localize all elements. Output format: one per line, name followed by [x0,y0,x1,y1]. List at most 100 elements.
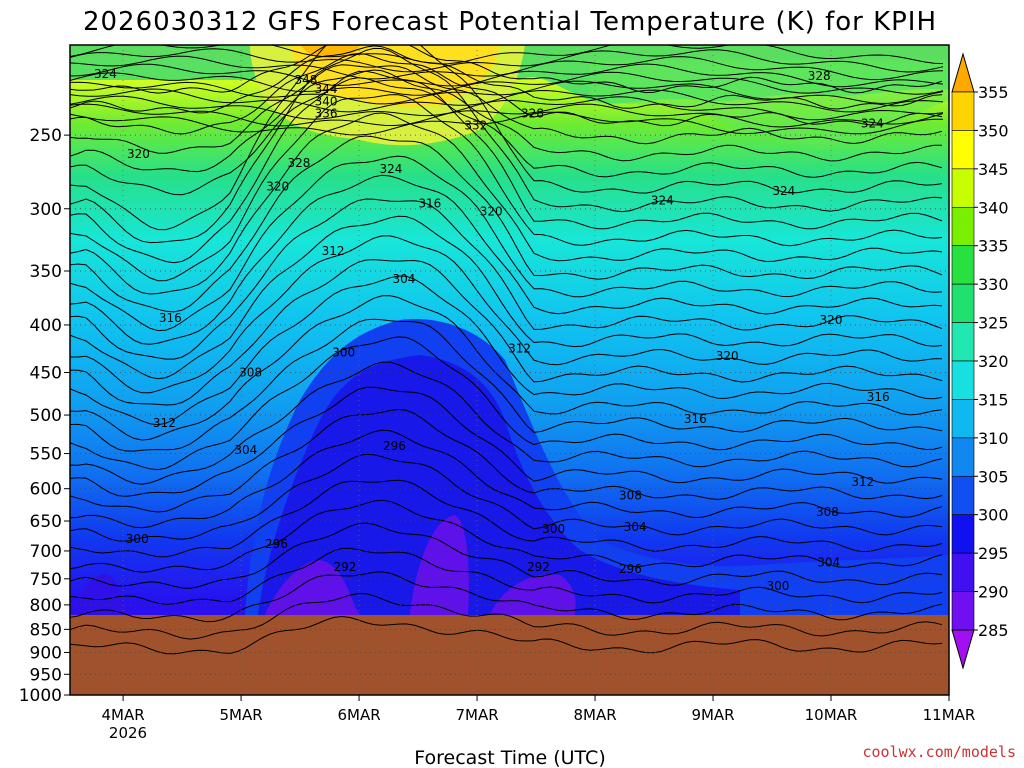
colorbar-tick-label: 320 [978,352,1009,371]
contour-line [70,615,943,655]
plot-frame [69,44,950,696]
contour-label: 308 [239,366,262,380]
y-tick-label: 700 [30,542,62,562]
contour-label: 320 [127,147,150,161]
colorbar-tick-label: 335 [978,237,1009,256]
colorbar-tick-label: 310 [978,429,1009,448]
colorbar-tick-label: 315 [978,390,1009,409]
contour-label: 316 [867,390,890,404]
y-tick-label: 650 [30,512,62,532]
colorbar-swatch [951,130,975,170]
y-tick-label: 800 [30,596,62,616]
contour-label: 312 [322,244,345,258]
colorbar-swatch [951,475,975,516]
contour-line [70,88,944,113]
x-axis-label: Forecast Time (UTC) [414,747,605,768]
contour-line [70,429,943,529]
colorbar-swatch [951,437,975,477]
coldest-pockets [265,515,576,615]
colorbar-swatch [951,322,975,362]
colorbar-swatch [951,591,975,631]
y-tick-label: 300 [30,200,62,220]
contour-label: 320 [480,204,503,218]
contour-label: 296 [265,537,288,551]
contour-label: 312 [153,416,176,430]
contour-label: 292 [333,560,356,574]
contour-line [70,408,943,513]
grid [70,45,949,696]
contour-line [70,198,943,360]
contour-line [70,155,943,332]
colorbar-tick-label: 345 [978,160,1009,179]
colorbar-swatch [951,168,975,208]
colorbar-swatch [951,552,975,592]
contour-line [70,318,943,452]
contour-line [70,45,944,65]
contour-label: 300 [542,522,565,536]
contour-line [70,235,942,394]
contour-label: 312 [508,341,531,355]
y-tick-label: 400 [30,316,62,336]
x-tick-label: 7MAR [455,706,498,724]
y-tick-label: 950 [30,665,62,685]
contour-line [70,64,943,154]
contour-label: 316 [159,311,182,325]
y-tick-label: 750 [30,570,62,590]
y-axis: 250 300 350 400 450 500 550 600 650 700 750 800 850 9… [19,126,70,706]
colorbar-tick-label: 325 [978,314,1009,333]
colorbar-swatch [951,399,975,439]
low-level-pocket-left [70,574,128,615]
contour-line [70,71,944,96]
x-tick-label: 6MAR [337,706,380,724]
contour-line [70,103,944,128]
x-tick-label: 10MAR [805,706,858,724]
contour-line [70,69,943,173]
colorbar-tick-label: 330 [978,275,1009,294]
contour-label: 296 [619,562,642,576]
contour-label: 292 [527,560,550,574]
x-tick-label: 8MAR [573,706,616,724]
contour-line [70,45,943,94]
contour-line [70,80,944,105]
contour-line [70,361,943,485]
contour-line [70,479,943,558]
contour-label: 344 [315,82,338,96]
x-tick-label: 11MAR [923,706,976,724]
y-tick-label: 250 [30,126,62,146]
contour-line [70,174,943,345]
contour-label: 324 [651,194,674,208]
colorbar-tick-label: 290 [978,583,1009,602]
contour-line [70,47,943,244]
contour-label: 304 [392,272,415,286]
contour-line [70,593,943,640]
x-tick-label: 5MAR [219,706,262,724]
contour-label: 328 [287,156,310,170]
contour-label: 300 [766,579,789,593]
contour-label: 332 [464,118,487,132]
contour-label: 320 [266,180,289,194]
colorbar-swatch [951,514,975,554]
contour-label: 328 [521,107,544,121]
colorbar-bottom-arrow [951,629,975,670]
colorbar-swatch [951,91,975,131]
contour-line [70,453,943,542]
cold-core [258,355,740,615]
contour-label: 320 [820,313,843,327]
contour-line [70,336,943,471]
y-tick-label: 350 [30,262,62,282]
contour-label: 304 [234,443,257,457]
x-axis: 4MAR 5MAR 6MAR 7MAR 8MAR 9MAR 10MAR 11MAR [102,695,976,724]
contour-line [70,48,944,73]
colorbar-swatch [951,283,975,323]
contour-line [70,275,943,426]
x-tick-label: 9MAR [691,706,734,724]
contour-line [70,386,943,497]
contour-line [70,295,943,441]
colorbar-tick-label: 350 [978,121,1009,140]
y-tick-label: 600 [30,480,62,500]
colorbar-tick-label: 305 [978,467,1009,486]
y-tick-label: 500 [30,406,62,426]
colorbar-tick-label: 355 [978,83,1009,102]
